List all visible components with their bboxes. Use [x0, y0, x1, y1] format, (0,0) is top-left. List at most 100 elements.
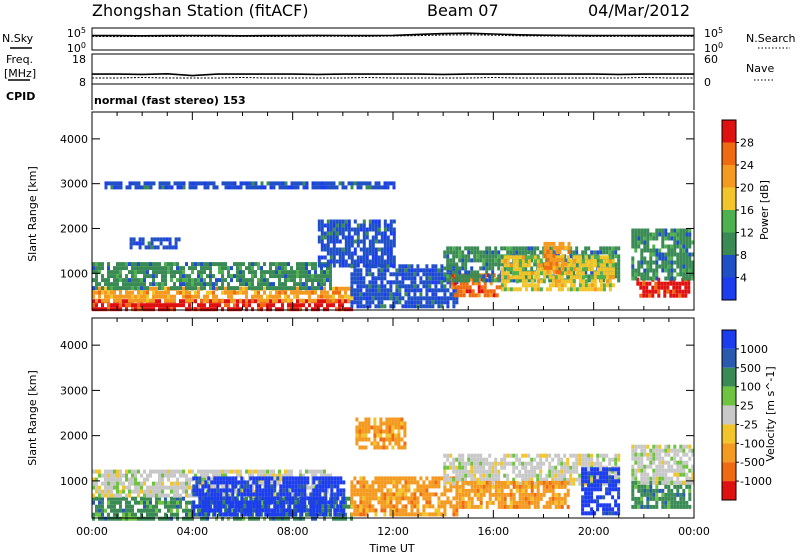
velocity-panel-cell [379, 429, 383, 434]
power-panel-cell [353, 239, 357, 244]
velocity-panel-cell [185, 485, 188, 490]
power-panel-cell [227, 181, 231, 186]
power-panel-cell [452, 296, 456, 301]
power-panel-cell [395, 276, 399, 281]
power-panel-cell [569, 271, 573, 276]
power-panel-cell [350, 185, 354, 190]
velocity-panel-cell [386, 488, 390, 493]
power-panel-cell [497, 266, 501, 271]
velocity-panel-cell [315, 488, 319, 493]
power-panel-cell [596, 250, 600, 255]
velocity-panel-cell [368, 496, 372, 501]
power-panel-cell [134, 181, 138, 186]
velocity-panel-cell [311, 485, 314, 490]
power-panel-cell [663, 293, 667, 298]
velocity-panel-cell [515, 465, 519, 470]
velocity-panel-cell [291, 484, 295, 489]
velocity-panel-cell [342, 512, 346, 517]
power-panel-cell [587, 246, 591, 251]
power-panel-cell [461, 250, 465, 255]
velocity-panel-cell [542, 504, 546, 509]
power-panel-cell [281, 298, 284, 303]
power-panel-cell [242, 274, 245, 279]
velocity-panel-cell [500, 496, 504, 501]
power-panel-cell [655, 248, 659, 253]
velocity-panel-cell [521, 477, 525, 482]
power-panel-cell [667, 272, 671, 277]
power-panel-cell [637, 244, 641, 249]
velocity-panel-cell [170, 485, 173, 490]
power-panel-cell [308, 278, 311, 283]
velocity-panel-cell [275, 481, 278, 486]
power-panel-cell [293, 290, 296, 295]
power-panel-cell [404, 268, 408, 273]
power-panel-cell [407, 264, 411, 269]
velocity-panel-cell [231, 484, 235, 489]
power-panel-cell [341, 255, 345, 260]
power-panel-cell [284, 290, 287, 295]
power-panel-cell [664, 236, 668, 241]
power-panel-cell [691, 268, 695, 273]
power-panel-cell [344, 263, 348, 268]
power-panel-cell [347, 263, 351, 268]
velocity-panel-cell [264, 480, 268, 485]
velocity-panel-cell [134, 516, 137, 521]
velocity-panel-cell [560, 469, 564, 474]
power-panel-cell [389, 227, 393, 232]
velocity-panel-cell [368, 484, 372, 489]
power-panel-cell [503, 279, 507, 284]
velocity-panel-cell [233, 469, 236, 474]
power-panel-cell [326, 266, 329, 271]
power-panel-cell [539, 271, 543, 276]
power-panel-cell [203, 303, 206, 308]
power-panel-cell [215, 303, 218, 308]
velocity-panel-cell [416, 508, 420, 513]
power-panel-cell [670, 256, 674, 261]
power-panel-cell [515, 279, 519, 284]
power-panel-cell [440, 272, 444, 277]
velocity-panel-cell [398, 488, 402, 493]
power-panel-cell [320, 231, 324, 236]
velocity-panel-cell [518, 469, 522, 474]
power-panel-cell [684, 289, 688, 294]
power-panel-cell [446, 254, 450, 259]
power-panel-cell [323, 263, 327, 268]
velocity-panel-cell [467, 480, 471, 485]
power-panel-cell [509, 250, 513, 255]
velocity-panel-cell [231, 500, 235, 505]
power-panel-cell [491, 258, 495, 263]
power-panel-cell [275, 298, 278, 303]
power-panel-colorbar-tick-label: 12 [740, 227, 754, 240]
power-panel-cell [164, 185, 168, 190]
power-panel-cell [365, 300, 369, 305]
velocity-panel-cell [173, 473, 176, 478]
velocity-panel-cell [407, 484, 411, 489]
power-panel-cell [578, 283, 582, 288]
power-panel-cell [251, 307, 254, 312]
power-panel-cell [269, 290, 272, 295]
power-panel-cell [314, 274, 317, 279]
velocity-panel-cell [104, 485, 107, 490]
power-panel-cell [419, 288, 423, 293]
power-panel-cell [200, 274, 203, 279]
velocity-panel-cell [240, 512, 244, 517]
power-panel-cell [200, 307, 203, 312]
velocity-panel-cell [364, 425, 368, 430]
velocity-panel-cell [464, 480, 468, 485]
power-panel-cell [296, 303, 299, 308]
power-panel-cell [290, 307, 293, 312]
power-panel-cell [646, 232, 650, 237]
power-panel-cell [233, 307, 236, 312]
velocity-panel-cell [164, 469, 167, 474]
power-panel-cell [329, 266, 332, 271]
power-panel-cell [374, 185, 378, 190]
power-panel-cell [530, 250, 534, 255]
velocity-panel-cell [167, 500, 170, 505]
velocity-panel-cell [266, 469, 269, 474]
power-panel-cell [104, 282, 107, 287]
power-panel-cell [344, 219, 348, 224]
velocity-panel-cell [179, 481, 182, 486]
power-panel-cell [428, 304, 432, 309]
power-panel-cell [655, 232, 659, 237]
power-panel-cell [679, 256, 683, 261]
